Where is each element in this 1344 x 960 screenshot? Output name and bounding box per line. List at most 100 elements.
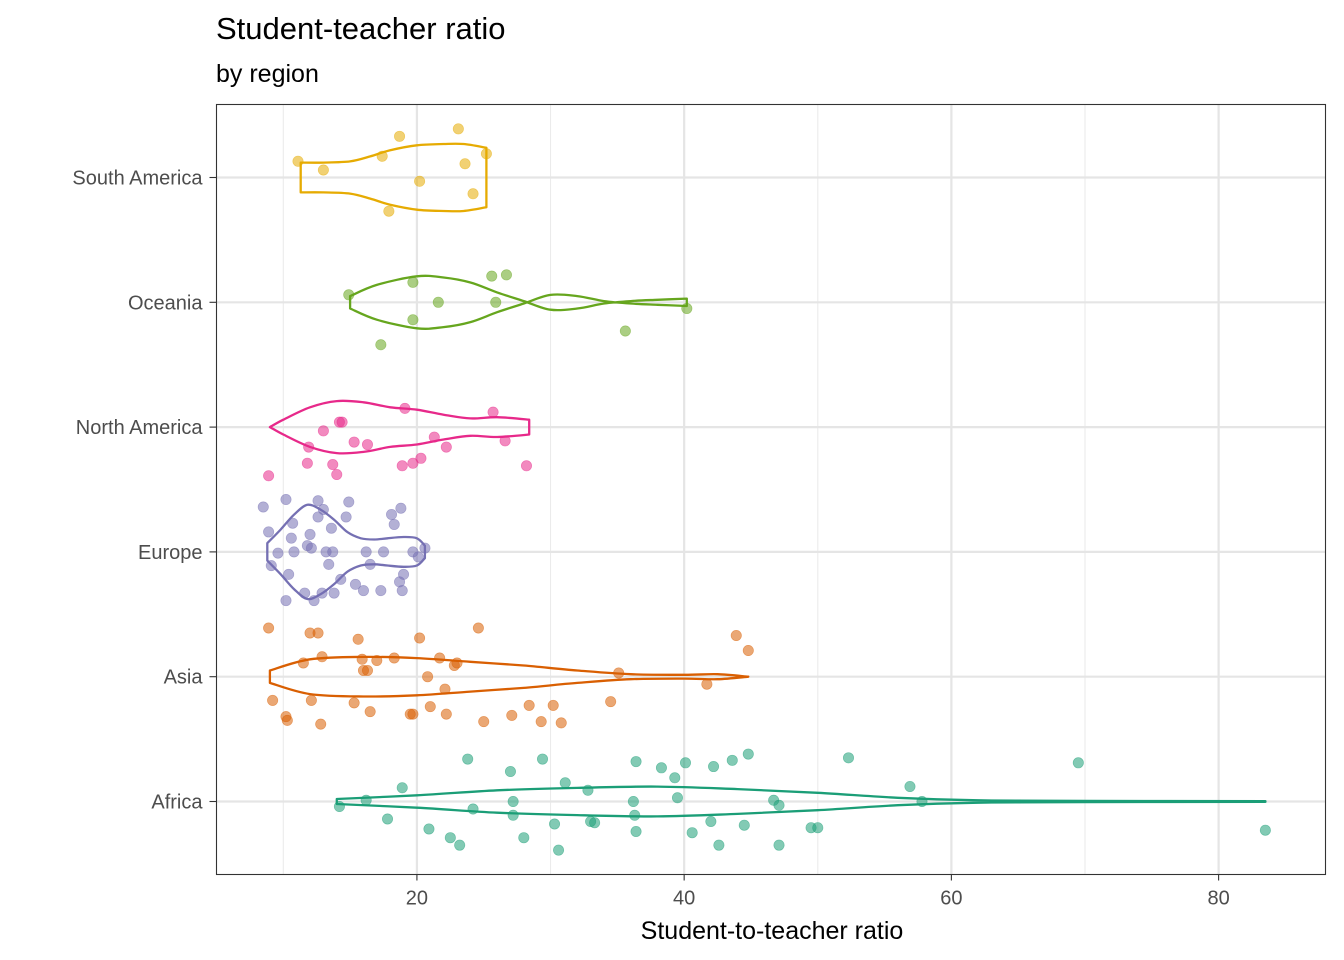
- data-point: [378, 546, 390, 558]
- data-point: [388, 518, 400, 530]
- data-point: [356, 653, 368, 665]
- y-tick-label: South America: [72, 168, 203, 190]
- data-point: [669, 772, 681, 784]
- data-point: [395, 502, 407, 514]
- data-point: [292, 155, 304, 167]
- data-point: [730, 630, 742, 642]
- data-point: [432, 296, 444, 308]
- data-point: [440, 708, 452, 720]
- data-point: [360, 794, 372, 806]
- data-point: [317, 503, 329, 515]
- violin-asia: [268, 655, 750, 698]
- data-point: [386, 508, 398, 520]
- data-point: [705, 815, 717, 827]
- x-tick-label: 60: [940, 888, 962, 910]
- data-point: [507, 809, 519, 821]
- data-point: [480, 148, 492, 160]
- data-point: [348, 436, 360, 448]
- data-point: [916, 795, 928, 807]
- x-tick-label: 40: [673, 888, 695, 910]
- data-point: [713, 839, 725, 851]
- data-point: [325, 522, 337, 534]
- data-point: [605, 696, 617, 708]
- data-point: [414, 632, 426, 644]
- data-point: [280, 595, 292, 607]
- data-point: [414, 175, 426, 187]
- data-point: [371, 654, 383, 666]
- data-point: [423, 823, 435, 835]
- data-point: [655, 762, 667, 774]
- data-point: [681, 303, 693, 315]
- data-point: [267, 694, 279, 706]
- data-point: [428, 431, 440, 443]
- data-point: [331, 469, 343, 481]
- data-point: [263, 622, 275, 634]
- data-point: [630, 756, 642, 768]
- data-point: [422, 671, 434, 683]
- data-point: [333, 800, 345, 812]
- data-point: [434, 652, 446, 664]
- data-point: [396, 782, 408, 794]
- data-point: [627, 795, 639, 807]
- data-point: [348, 697, 360, 709]
- data-point: [396, 585, 408, 597]
- data-point: [312, 627, 324, 639]
- data-point: [467, 803, 479, 815]
- data-point: [327, 459, 339, 471]
- data-point: [842, 752, 854, 764]
- violin-north-america: [268, 399, 531, 455]
- data-point: [439, 683, 451, 695]
- data-point: [361, 664, 373, 676]
- data-point: [316, 587, 328, 599]
- data-point: [303, 441, 315, 453]
- data-point: [263, 526, 275, 538]
- data-point: [467, 188, 479, 200]
- data-point: [305, 542, 317, 554]
- data-point: [407, 314, 419, 326]
- data-point: [265, 560, 277, 572]
- data-point: [549, 818, 561, 830]
- data-point: [490, 296, 502, 308]
- data-point: [375, 339, 387, 351]
- data-point: [742, 644, 754, 656]
- data-point: [738, 819, 750, 831]
- data-point: [340, 511, 352, 523]
- data-point: [399, 402, 411, 414]
- data-point: [444, 832, 456, 844]
- data-point: [679, 757, 691, 769]
- data-point: [299, 587, 311, 599]
- data-point: [559, 777, 571, 789]
- data-point: [407, 457, 419, 469]
- data-point: [773, 839, 785, 851]
- data-point: [335, 573, 347, 585]
- data-point: [388, 652, 400, 664]
- plot-border: [215, 103, 1327, 876]
- violin-africa: [335, 785, 1267, 818]
- data-point: [360, 546, 372, 558]
- data-point: [364, 706, 376, 718]
- x-axis-title: Student-to-teacher ratio: [641, 917, 904, 945]
- data-point: [472, 622, 484, 634]
- data-point: [701, 678, 713, 690]
- data-point: [507, 795, 519, 807]
- data-point: [520, 460, 532, 472]
- data-point: [535, 716, 547, 728]
- data-point: [686, 827, 698, 839]
- axes: 20 40 60 80 Africa Asia Europe North America Oce…: [72, 168, 1229, 910]
- data-point: [613, 667, 625, 679]
- data-point: [316, 651, 328, 663]
- y-tick-label: Europe: [138, 542, 203, 564]
- data-point: [451, 657, 463, 669]
- data-point: [555, 717, 567, 729]
- data-point: [630, 825, 642, 837]
- data-point: [812, 822, 824, 834]
- data-point: [398, 568, 410, 580]
- data-point: [419, 542, 431, 554]
- data-point: [407, 276, 419, 288]
- data-point: [317, 164, 329, 176]
- data-point: [336, 416, 348, 428]
- data-point: [357, 585, 369, 597]
- data-point: [327, 546, 339, 558]
- data-points: [257, 123, 1271, 856]
